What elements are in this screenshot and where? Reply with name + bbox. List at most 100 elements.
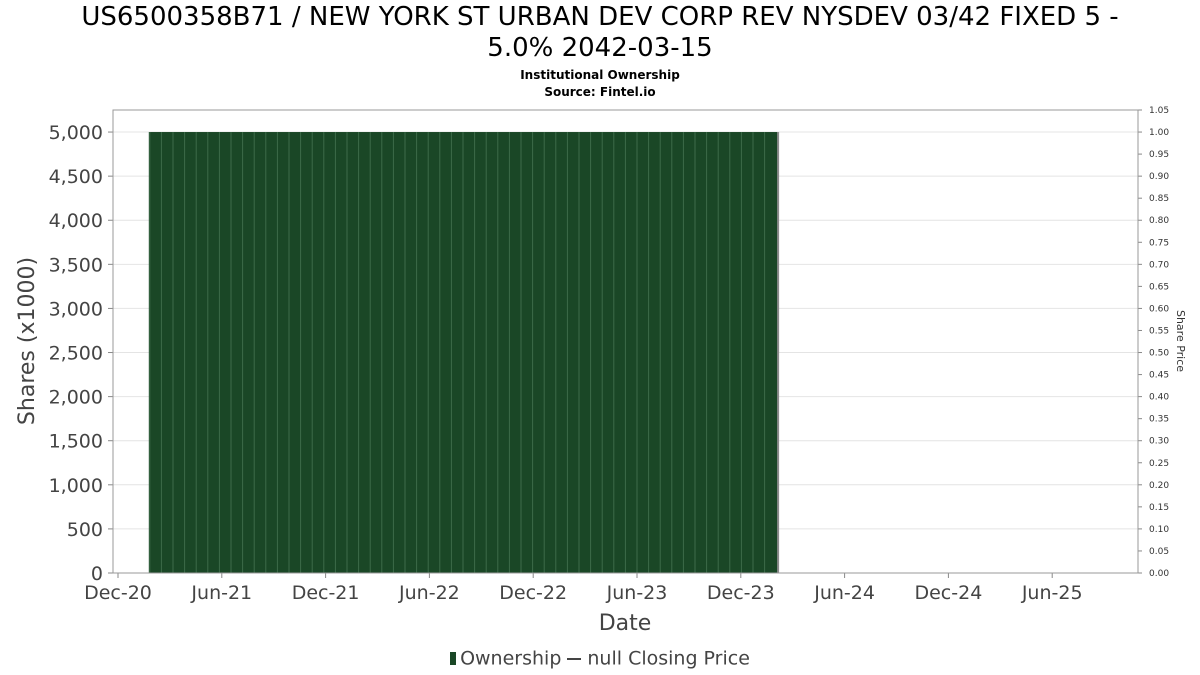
- y2-tick-label: 0.70: [1149, 260, 1169, 270]
- bar: [276, 132, 290, 574]
- y2-tick-label: 0.00: [1149, 569, 1169, 579]
- x-tick-label: Jun-23: [606, 582, 668, 604]
- bar: [717, 132, 731, 574]
- bar: [206, 132, 221, 574]
- y2-tick-label: 0.30: [1149, 437, 1169, 447]
- bar: [740, 132, 754, 574]
- bar: [589, 132, 604, 574]
- y2-tick-label: 0.10: [1149, 525, 1169, 535]
- bar: [670, 132, 685, 574]
- x-tick-label: Dec-21: [292, 582, 360, 604]
- chart-subtitle: Institutional Ownership: [520, 68, 680, 82]
- y2-tick-label: 1.00: [1149, 128, 1169, 138]
- y2-tick-label: 0.55: [1149, 326, 1169, 336]
- bar: [183, 132, 198, 574]
- bar: [346, 132, 360, 574]
- y2-tick-label: 0.60: [1149, 304, 1169, 314]
- bar: [450, 132, 464, 574]
- bar: [334, 132, 348, 574]
- x-tick-label: Dec-22: [499, 582, 567, 604]
- y-tick-label: 2,000: [49, 387, 103, 409]
- y2-tick-label: 0.45: [1149, 371, 1169, 381]
- legend: Ownership null Closing Price: [0, 647, 1200, 670]
- y-tick-label: 5,000: [49, 122, 103, 144]
- y2-tick-label: 0.50: [1149, 349, 1169, 359]
- bar: [438, 132, 453, 574]
- bar: [473, 132, 488, 574]
- bar: [694, 132, 708, 574]
- bar: [531, 132, 546, 574]
- bar: [647, 132, 662, 574]
- x-tick-label: Jun-22: [398, 582, 460, 604]
- bar: [485, 132, 499, 574]
- y-tick-label: 2,500: [49, 343, 103, 365]
- bar: [636, 132, 650, 574]
- y-tick-label: 1,000: [49, 475, 103, 497]
- y-axis-label: Shares (x1000): [15, 257, 40, 425]
- x-tick-label: Dec-24: [914, 582, 982, 604]
- bar: [322, 132, 337, 574]
- bar: [253, 132, 267, 574]
- bar: [566, 132, 580, 574]
- bar: [288, 132, 302, 574]
- bar: [728, 132, 743, 574]
- y2-tick-label: 0.75: [1149, 238, 1169, 248]
- bar: [601, 132, 615, 574]
- x-tick-label: Dec-20: [84, 582, 152, 604]
- y-tick-label: 4,000: [49, 210, 103, 232]
- chart-title-line1: US6500358B71 / NEW YORK ST URBAN DEV COR…: [81, 2, 1119, 32]
- bar: [612, 132, 627, 574]
- legend-price: null Closing Price: [587, 647, 750, 670]
- bar: [392, 132, 406, 574]
- y2-tick-label: 0.25: [1149, 459, 1169, 469]
- bar: [508, 132, 522, 574]
- bar: [427, 132, 441, 574]
- bar: [380, 132, 395, 574]
- y2-tick-label: 0.15: [1149, 503, 1169, 513]
- y2-tick-label: 0.80: [1149, 216, 1169, 226]
- ownership-legend-swatch: [450, 652, 457, 665]
- bar: [148, 132, 163, 574]
- y2-axis-label: Share Price: [1174, 310, 1187, 372]
- y2-tick-label: 0.35: [1149, 415, 1169, 425]
- x-tick-label: Dec-23: [707, 582, 775, 604]
- y2-tick-label: 0.05: [1149, 547, 1169, 557]
- plot-border: [112, 109, 1139, 574]
- legend-ownership: Ownership: [460, 647, 562, 670]
- x-tick-label: Jun-21: [190, 582, 252, 604]
- bar: [404, 132, 418, 574]
- bar: [520, 132, 534, 574]
- y-tick-label: 4,500: [49, 166, 103, 188]
- bar: [218, 132, 232, 574]
- bar: [311, 132, 325, 574]
- x-axis-label: Date: [599, 611, 652, 636]
- bar: [230, 132, 244, 574]
- bar: [462, 132, 476, 574]
- y-tick-label: 3,000: [49, 298, 103, 320]
- y2-tick-label: 0.85: [1149, 194, 1169, 204]
- y2-tick-label: 0.90: [1149, 172, 1169, 182]
- bar: [195, 132, 209, 574]
- x-tick-label: Jun-24: [813, 582, 875, 604]
- bar: [357, 132, 372, 574]
- bar: [241, 132, 256, 574]
- bar: [415, 132, 430, 574]
- bar: [496, 132, 511, 574]
- bar: [752, 132, 766, 574]
- y-tick-label: 1,500: [49, 431, 103, 453]
- bar: [543, 132, 557, 574]
- bar: [659, 132, 673, 574]
- bar: [705, 132, 720, 574]
- bar: [578, 132, 592, 574]
- y2-tick-label: 0.65: [1149, 282, 1169, 292]
- bar: [160, 132, 174, 574]
- bar: [299, 132, 314, 574]
- chart-title: US6500358B71 / NEW YORK ST URBAN DEV COR…: [0, 2, 1200, 64]
- bar: [369, 132, 383, 574]
- x-tick-label: Jun-25: [1021, 582, 1083, 604]
- chart-source: Source: Fintel.io: [544, 85, 656, 99]
- y2-tick-label: 1.05: [1149, 106, 1169, 116]
- y-tick-label: 3,500: [49, 254, 103, 276]
- y-tick-label: 0: [91, 563, 103, 585]
